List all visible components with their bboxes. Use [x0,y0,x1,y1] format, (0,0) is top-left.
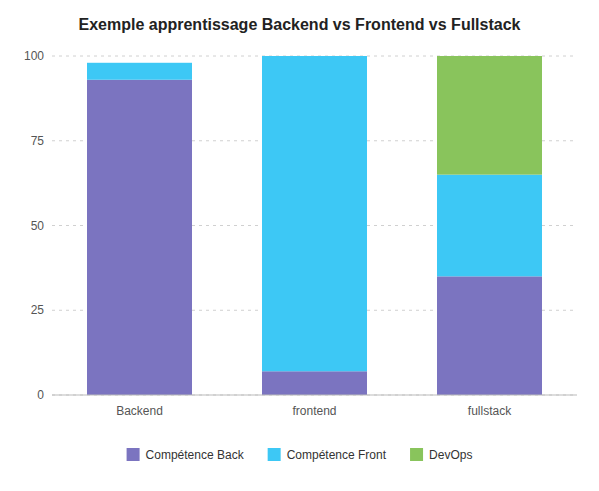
legend-swatch [410,448,423,461]
x-tick-label: fullstack [468,404,512,418]
y-tick-label: 75 [31,134,45,148]
bar-segment [262,371,367,395]
y-axis: 0 25 50 75 100 [24,49,577,402]
legend: Compétence Back Compétence Front DevOps [127,448,473,462]
bar-segment [437,56,542,175]
grid-line [52,395,577,396]
legend-label: Compétence Front [287,448,387,462]
legend-item: DevOps [410,448,472,462]
title: Exemple apprentissage Backend vs Fronten… [79,16,521,33]
bar-segment [87,80,192,395]
bar-segment [87,63,192,80]
bar-segment [437,175,542,277]
x-tick-label: Backend [116,404,163,418]
bar-segment [87,62,192,63]
bar-segment [437,276,542,395]
legend-label: Compétence Back [146,448,245,462]
bars [87,56,542,395]
y-tick-label: 50 [31,219,45,233]
bar-segment [262,56,367,57]
x-tick-label: frontend [292,404,336,418]
y-tick-label: 0 [37,388,44,402]
bar-segment [262,56,367,371]
legend-item: Compétence Back [127,448,245,462]
legend-label: DevOps [429,448,472,462]
legend-swatch [127,448,140,461]
chart: Exemple apprentissage Backend vs Fronten… [0,0,599,491]
x-axis: Backend frontend fullstack [116,404,512,418]
legend-item: Compétence Front [268,448,387,462]
x-axis-line [52,395,577,396]
y-tick-label: 100 [24,49,44,63]
y-tick-label: 25 [31,303,45,317]
legend-swatch [268,448,281,461]
